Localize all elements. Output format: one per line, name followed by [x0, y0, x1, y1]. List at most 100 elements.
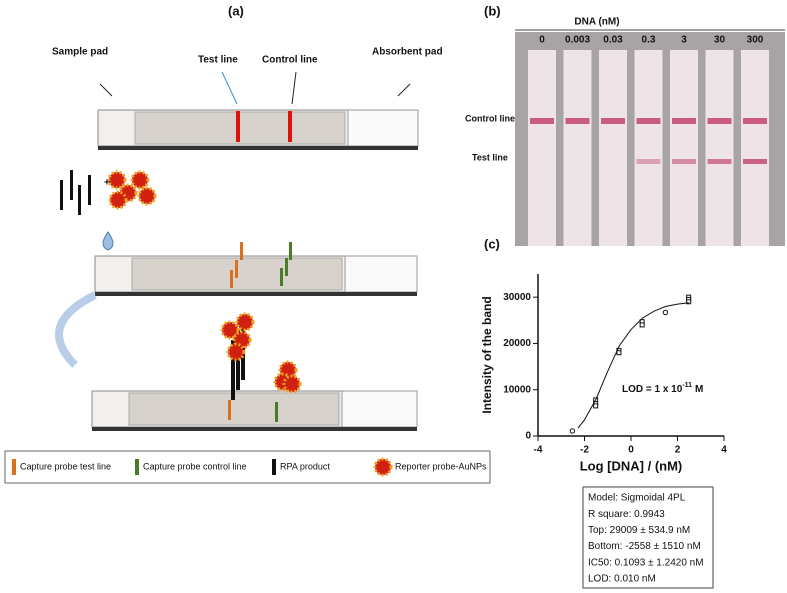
label: Sample pad — [52, 47, 108, 58]
fit-line: Top: 29009 ± 534.9 nM — [588, 525, 690, 536]
cycle-arrow — [55, 291, 97, 368]
strip-photo — [670, 50, 698, 246]
capture-test — [230, 270, 233, 288]
capture-test — [240, 242, 243, 260]
aunp — [220, 320, 240, 340]
panel-label: (b) — [484, 3, 501, 18]
strip-photo — [634, 50, 663, 246]
arrow — [99, 83, 113, 97]
y-tick-label: 30000 — [503, 292, 531, 303]
backing — [98, 146, 418, 150]
label: Control line — [465, 113, 515, 123]
aunp — [137, 186, 157, 206]
control-band — [743, 118, 767, 124]
legend-swatch — [135, 459, 139, 475]
test-line — [236, 111, 240, 142]
capture-control — [285, 258, 288, 276]
backing — [95, 292, 417, 296]
label: Absorbent pad — [372, 47, 443, 58]
arrow — [397, 83, 411, 97]
y-tick-label: 0 — [525, 431, 531, 442]
aunp — [282, 374, 302, 394]
label: Test line — [472, 152, 508, 162]
test-band — [672, 159, 696, 164]
x-tick-label: 0 — [628, 445, 634, 456]
arrow — [291, 71, 297, 105]
rpa-product — [231, 340, 235, 400]
annotation: LOD = 1 x 10-11 M — [622, 382, 703, 395]
strip-photo — [741, 50, 769, 246]
concentration: 0.003 — [565, 35, 590, 46]
control-line — [288, 111, 292, 142]
annotation-unit: M — [695, 384, 703, 395]
test-band — [743, 159, 767, 164]
capture-test — [235, 260, 238, 278]
x-tick-label: -2 — [580, 445, 589, 456]
header: DNA (nM) — [574, 17, 619, 28]
absorbent-pad — [344, 255, 418, 293]
concentration: 300 — [747, 35, 764, 46]
drop — [102, 231, 114, 251]
fit-line: IC50: 0.1093 ± 1.2420 nM — [588, 557, 704, 568]
control-band — [707, 118, 732, 124]
fit-curve — [577, 302, 690, 429]
control-band — [672, 118, 696, 124]
absorbent-pad — [341, 390, 418, 428]
label: Control line — [262, 55, 318, 66]
concentration: 0.3 — [642, 35, 656, 46]
rpa-product — [70, 170, 73, 200]
concentration: 3 — [681, 35, 687, 46]
fit-line: Model: Sigmoidal 4PL — [588, 493, 686, 504]
arrow — [221, 71, 238, 105]
backing — [92, 427, 417, 431]
absorbent-pad — [347, 109, 419, 147]
y-axis-label: Intensity of the band — [480, 296, 494, 413]
capture-control — [280, 268, 283, 286]
aunp — [226, 342, 246, 362]
y-tick-label: 20000 — [503, 338, 531, 349]
y-tick-label: 10000 — [503, 384, 531, 395]
x-axis-label: Log [DNA] / (nM) — [580, 458, 683, 473]
capture — [228, 400, 231, 420]
point — [616, 350, 622, 356]
x-tick-label: 4 — [721, 445, 727, 456]
legend-box — [4, 450, 491, 484]
strip-photo — [599, 50, 627, 246]
aunp — [108, 190, 128, 210]
legend-swatch — [12, 459, 16, 475]
annotation-exp: -11 — [682, 382, 692, 389]
legend-text: Capture probe control line — [143, 461, 247, 471]
annotation-text: LOD = 1 x 10 — [622, 384, 683, 395]
legend-text: Reporter probe-AuNPs — [395, 461, 487, 471]
point — [686, 299, 692, 305]
label: Test line — [198, 55, 238, 66]
panel-label: (c) — [484, 236, 500, 251]
point — [639, 322, 645, 328]
aunp — [130, 170, 150, 190]
capture-control — [289, 242, 292, 260]
control-band — [565, 118, 590, 124]
point — [662, 309, 669, 316]
strip-photo — [563, 50, 592, 246]
panel-label: (a) — [228, 3, 244, 18]
x-tick-label: -4 — [534, 445, 543, 456]
legend-text: RPA product — [280, 461, 330, 471]
fit-box — [582, 486, 714, 589]
point — [593, 403, 599, 409]
control-band — [636, 118, 661, 124]
fit-line: Bottom: -2558 ± 1510 nM — [588, 541, 701, 552]
strip-photo — [705, 50, 734, 246]
rpa-product — [236, 330, 240, 390]
concentration: 30 — [714, 35, 726, 46]
legend-swatch — [272, 459, 276, 475]
control-band — [530, 118, 554, 124]
concentration: 0 — [539, 35, 545, 46]
strip-photo — [528, 50, 556, 246]
point — [569, 428, 576, 434]
x-tick-label: 2 — [675, 445, 681, 456]
legend-text: Capture probe test line — [20, 461, 111, 471]
rpa-product — [60, 180, 63, 210]
aunp — [107, 170, 127, 190]
rpa-product — [88, 175, 91, 205]
